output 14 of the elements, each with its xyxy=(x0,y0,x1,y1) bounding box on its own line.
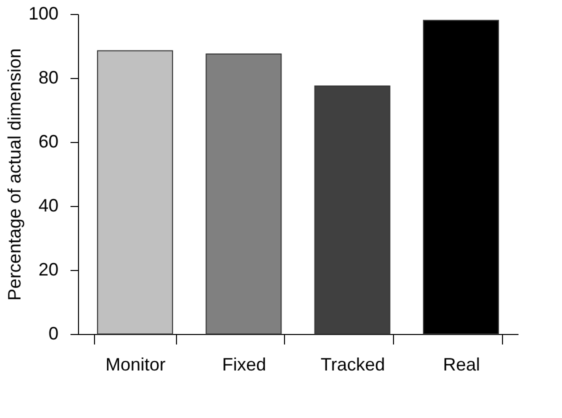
bar xyxy=(97,50,174,334)
y-tick-label: 60 xyxy=(38,132,58,152)
y-tick-label: 100 xyxy=(28,4,58,24)
bar xyxy=(206,54,282,334)
y-axis-title: Percentage of actual dimension xyxy=(4,48,24,301)
bar xyxy=(314,86,390,334)
y-tick-label: 20 xyxy=(38,260,58,280)
x-tick-label: Tracked xyxy=(320,354,385,374)
x-tick-label: Monitor xyxy=(106,354,166,374)
y-tick-label: 0 xyxy=(48,324,58,344)
x-tick-label: Real xyxy=(442,354,480,374)
x-tick-label: Fixed xyxy=(222,354,266,374)
y-tick-label: 40 xyxy=(38,196,58,216)
y-tick-label: 80 xyxy=(38,68,58,88)
